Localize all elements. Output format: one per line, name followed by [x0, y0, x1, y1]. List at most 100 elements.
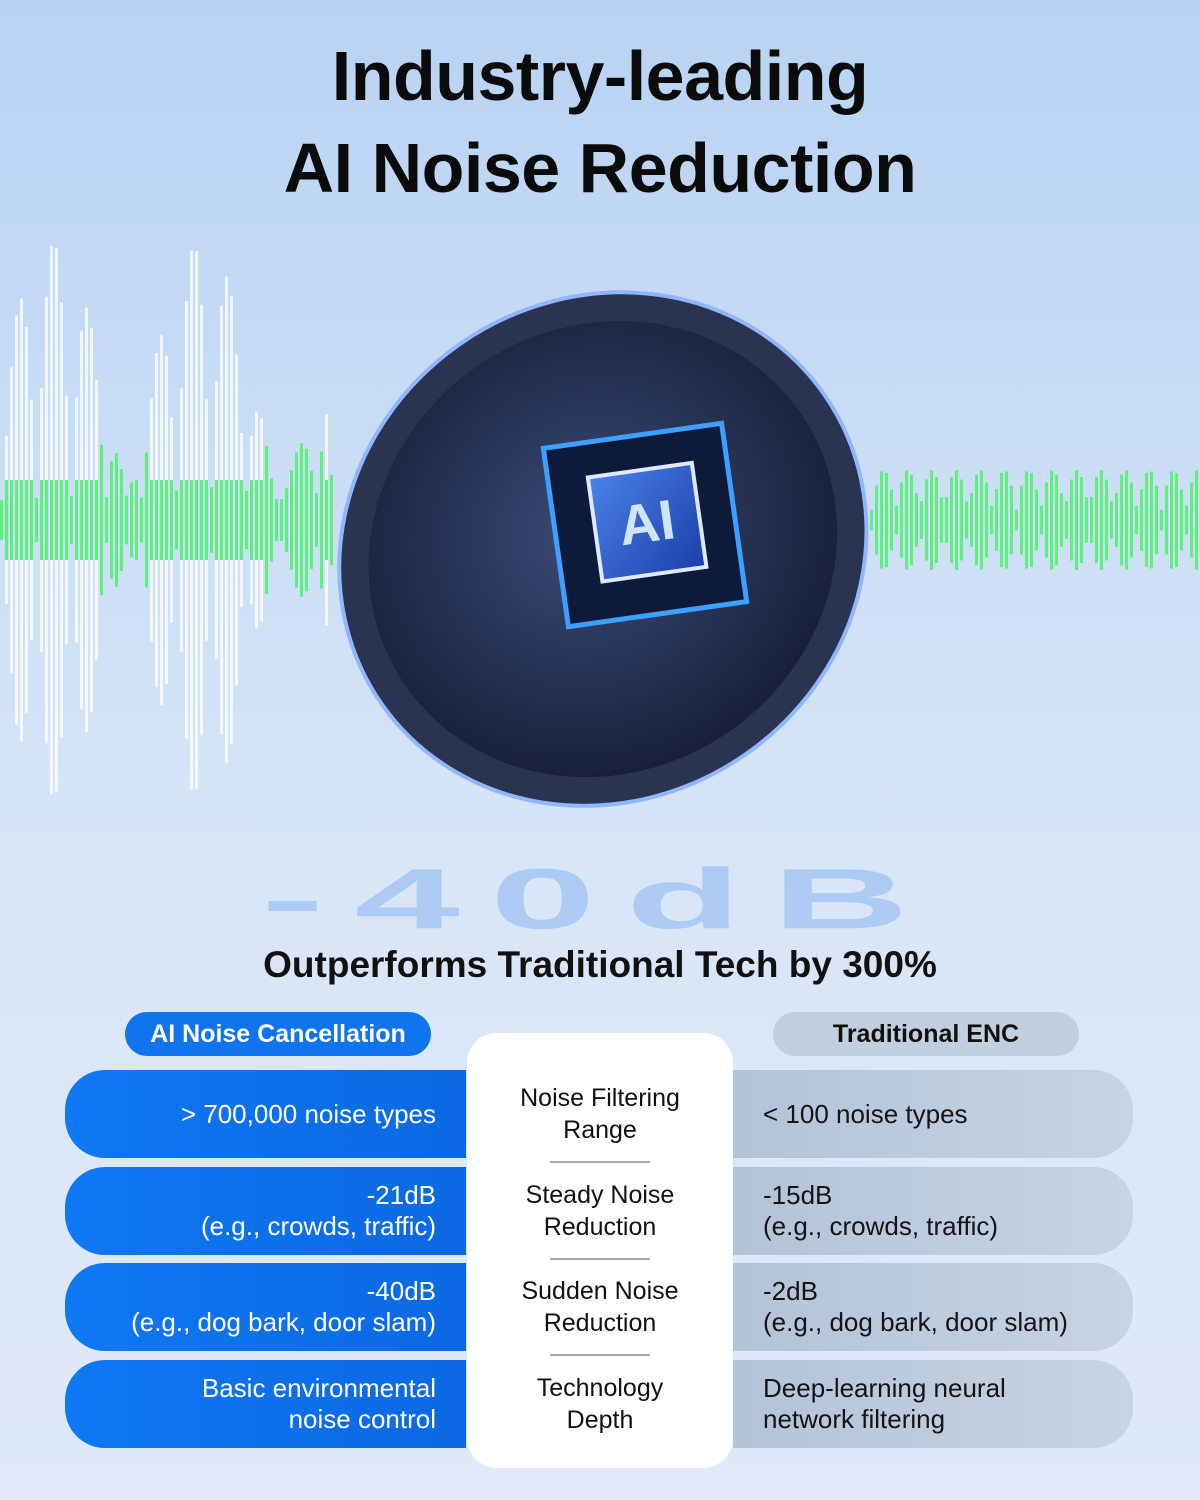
wave-bar-core: [1105, 480, 1108, 560]
left-value-line: > 700,000 noise types: [180, 1098, 436, 1129]
wave-bar-core: [5, 480, 8, 560]
wave-bar-core: [105, 497, 108, 543]
earbud-image: AI: [337, 290, 869, 808]
feature-label: Sudden Noise Reduction: [467, 1275, 733, 1339]
wave-bar-core: [130, 482, 133, 558]
wave-bar-core: [175, 490, 178, 550]
wave-bar-core: [1190, 482, 1193, 558]
wave-bar-core: [0, 500, 3, 540]
wave-bar-core: [910, 480, 913, 560]
left-value-line: Basic environmental: [201, 1373, 436, 1403]
wave-bar-core: [55, 480, 58, 560]
wave-bar-core: [995, 489, 998, 551]
wave-bar-core: [300, 480, 303, 560]
traditional-enc-header: Traditional ENC: [773, 1012, 1079, 1056]
ai-noise-cancellation-header: AI Noise Cancellation: [125, 1012, 431, 1056]
wave-bar-core: [940, 497, 943, 543]
right-value-row: -15dB (e.g., crowds, traffic): [733, 1167, 1133, 1255]
subtitle: Outperforms Traditional Tech by 300%: [263, 944, 937, 985]
wave-bar-core: [95, 480, 98, 560]
row-divider: [550, 1354, 650, 1356]
background-40db-text: -40dB: [261, 851, 939, 947]
wave-bar-core: [905, 480, 908, 560]
wave-bar-core: [960, 480, 963, 560]
right-value-row: -2dB (e.g., dog bark, door slam): [733, 1263, 1133, 1351]
wave-bar-core: [230, 480, 233, 560]
feature-label: Noise Filtering Range: [467, 1082, 733, 1146]
wave-bar-core: [900, 482, 903, 558]
right-value-row: < 100 noise types: [733, 1070, 1133, 1158]
row-divider: [550, 1258, 650, 1260]
wave-bar-core: [920, 501, 923, 539]
wave-bar-core: [890, 489, 893, 551]
right-value-line: -2dB: [763, 1276, 818, 1306]
wave-bar-core: [1040, 505, 1043, 535]
wave-bar-core: [1090, 497, 1093, 543]
wave-bar-core: [160, 480, 163, 560]
feature-label: Steady Noise Reduction: [467, 1179, 733, 1243]
ai-chip-label: AI: [615, 487, 679, 557]
wave-bar-core: [1045, 482, 1048, 558]
wave-bar-core: [135, 480, 138, 560]
feature-label-line: Range: [563, 1116, 637, 1144]
wave-bar-core: [315, 493, 318, 547]
left-value-line: noise control: [288, 1404, 436, 1434]
feature-label-line: Depth: [566, 1406, 634, 1434]
wave-bar-core: [320, 480, 323, 560]
wave-bar-core: [1035, 489, 1038, 551]
wave-bar-core: [195, 480, 198, 560]
wave-bar-core: [30, 480, 33, 560]
wave-bar-core: [90, 480, 93, 560]
right-value-line: -15dB: [763, 1180, 833, 1210]
wave-bar-core: [1145, 480, 1148, 560]
wave-bar-core: [215, 480, 218, 560]
wave-bar-core: [885, 480, 888, 560]
wave-bar-core: [1150, 480, 1153, 560]
wave-bar-core: [190, 480, 193, 560]
wave-bar-core: [260, 480, 263, 560]
wave-bar-core: [1115, 493, 1118, 547]
right-value-row: Deep-learning neural network filtering: [733, 1360, 1133, 1448]
wave-bar-core: [280, 499, 283, 541]
feature-label-line: Sudden Noise: [521, 1277, 679, 1305]
left-value-row: > 700,000 noise types: [65, 1070, 466, 1158]
wave-bar-core: [970, 493, 973, 547]
wave-bar-core: [950, 480, 953, 560]
right-value-line: network filtering: [763, 1404, 946, 1434]
wave-bar-core: [875, 485, 878, 555]
wave-bar-core: [935, 480, 938, 560]
wave-bar-core: [930, 480, 933, 560]
wave-bar-core: [20, 480, 23, 560]
wave-bar-core: [1050, 480, 1053, 560]
wave-bar-core: [285, 488, 288, 552]
wave-bar-core: [110, 480, 113, 560]
left-value-row: -21dB (e.g., crowds, traffic): [65, 1167, 466, 1255]
wave-bar-core: [955, 480, 958, 560]
wave-bar-core: [985, 482, 988, 558]
wave-bar-core: [150, 480, 153, 560]
wave-bar-core: [270, 480, 273, 560]
wave-bar-core: [1095, 480, 1098, 560]
wave-bar-core: [1195, 480, 1198, 560]
wave-bar-core: [965, 501, 968, 539]
wave-bar-core: [205, 480, 208, 560]
wave-bar-core: [245, 490, 248, 550]
feature-label-line: Steady Noise: [525, 1181, 675, 1209]
wave-bar-core: [870, 509, 873, 531]
wave-bar-core: [10, 480, 13, 560]
wave-bar-core: [1110, 501, 1113, 539]
wave-bar-core: [265, 480, 268, 560]
left-value-row: -40dB (e.g., dog bark, door slam): [65, 1263, 466, 1351]
wave-bar-core: [1015, 509, 1018, 531]
wave-bar-core: [275, 499, 278, 541]
wave-bar-core: [15, 480, 18, 560]
wave-bar-core: [255, 480, 258, 560]
wave-bar-core: [1180, 489, 1183, 551]
feature-label-line: Noise Filtering: [520, 1084, 680, 1112]
wave-bar-core: [1160, 509, 1163, 531]
wave-bar-core: [50, 480, 53, 560]
wave-bar-core: [290, 480, 293, 560]
wave-bar-core: [140, 497, 143, 543]
left-value-line: (e.g., dog bark, door slam): [131, 1307, 436, 1337]
wave-bar-core: [1100, 480, 1103, 560]
